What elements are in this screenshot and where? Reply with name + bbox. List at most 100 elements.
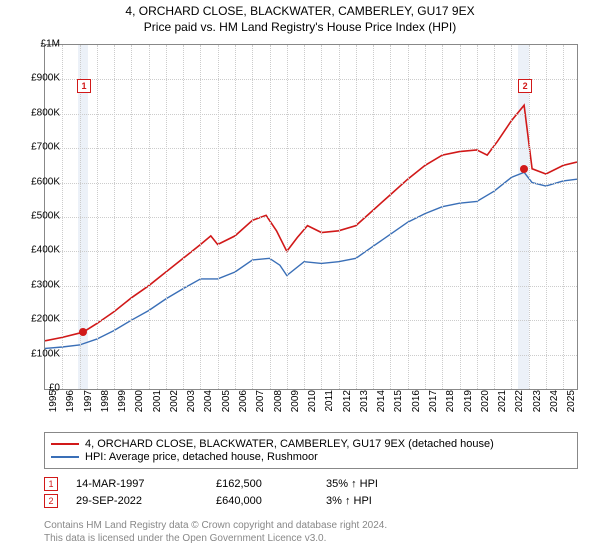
y-axis-label: £400K (16, 245, 60, 256)
legend-label-hpi: HPI: Average price, detached house, Rush… (85, 451, 318, 463)
gridline-vertical (270, 45, 271, 389)
gridline-vertical (166, 45, 167, 389)
x-axis-label: 1995 (48, 390, 59, 420)
transactions-table: 1 14-MAR-1997 £162,500 35% ↑ HPI 2 29-SE… (44, 474, 578, 511)
x-axis-label: 1999 (117, 390, 128, 420)
gridline-vertical (339, 45, 340, 389)
x-axis-label: 2016 (411, 390, 422, 420)
y-axis-label: £100K (16, 348, 60, 359)
chart-marker-box: 1 (77, 79, 91, 93)
chart-marker-box: 2 (518, 79, 532, 93)
gridline-horizontal (45, 286, 577, 287)
transaction-row-2: 2 29-SEP-2022 £640,000 3% ↑ HPI (44, 494, 578, 508)
transaction-delta-1: 35% ↑ HPI (326, 478, 406, 490)
title-subtitle: Price paid vs. HM Land Registry's House … (0, 20, 600, 34)
gridline-horizontal (45, 355, 577, 356)
x-axis-label: 2010 (307, 390, 318, 420)
gridline-vertical (304, 45, 305, 389)
gridline-vertical (114, 45, 115, 389)
transaction-dot (79, 328, 87, 336)
gridline-horizontal (45, 183, 577, 184)
x-axis-label: 2005 (221, 390, 232, 420)
gridline-vertical (183, 45, 184, 389)
x-axis-label: 2022 (514, 390, 525, 420)
gridline-vertical (529, 45, 530, 389)
y-axis-label: £800K (16, 107, 60, 118)
gridline-horizontal (45, 320, 577, 321)
transaction-row-1: 1 14-MAR-1997 £162,500 35% ↑ HPI (44, 477, 578, 491)
transaction-dot (520, 165, 528, 173)
x-axis-label: 1996 (65, 390, 76, 420)
x-axis-label: 2006 (238, 390, 249, 420)
footer-line-1: Contains HM Land Registry data © Crown c… (44, 520, 578, 533)
legend-label-property: 4, ORCHARD CLOSE, BLACKWATER, CAMBERLEY,… (85, 438, 494, 450)
x-axis-label: 2018 (445, 390, 456, 420)
x-axis-label: 2024 (549, 390, 560, 420)
legend-swatch-hpi (51, 456, 79, 458)
x-axis-label: 2001 (152, 390, 163, 420)
gridline-vertical (373, 45, 374, 389)
title-address: 4, ORCHARD CLOSE, BLACKWATER, CAMBERLEY,… (0, 4, 600, 18)
transaction-marker-2: 2 (44, 494, 58, 508)
gridline-vertical (356, 45, 357, 389)
y-axis-label: £300K (16, 279, 60, 290)
gridline-vertical (200, 45, 201, 389)
gridline-horizontal (45, 217, 577, 218)
gridline-vertical (218, 45, 219, 389)
legend-item-property: 4, ORCHARD CLOSE, BLACKWATER, CAMBERLEY,… (51, 438, 571, 450)
gridline-vertical (80, 45, 81, 389)
series-line-property (45, 105, 577, 341)
gridline-horizontal (45, 148, 577, 149)
legend-item-hpi: HPI: Average price, detached house, Rush… (51, 451, 571, 463)
x-axis-label: 2003 (186, 390, 197, 420)
gridline-vertical (511, 45, 512, 389)
x-axis-label: 2015 (393, 390, 404, 420)
x-axis-label: 2013 (359, 390, 370, 420)
x-axis-label: 2008 (273, 390, 284, 420)
x-axis-label: 2012 (342, 390, 353, 420)
gridline-vertical (149, 45, 150, 389)
legend-swatch-property (51, 443, 79, 445)
gridline-vertical (287, 45, 288, 389)
gridline-vertical (494, 45, 495, 389)
x-axis-label: 2002 (169, 390, 180, 420)
x-axis-label: 1998 (100, 390, 111, 420)
gridline-vertical (546, 45, 547, 389)
gridline-vertical (62, 45, 63, 389)
gridline-vertical (408, 45, 409, 389)
y-axis-label: £200K (16, 314, 60, 325)
chart-plot-area: 12 (44, 44, 578, 390)
x-axis-label: 2009 (290, 390, 301, 420)
x-axis-label: 2004 (203, 390, 214, 420)
y-axis-label: £1M (16, 39, 60, 50)
series-line-hpi (45, 172, 577, 348)
y-axis-label: £600K (16, 176, 60, 187)
gridline-vertical (235, 45, 236, 389)
x-axis-label: 2011 (324, 390, 335, 420)
gridline-vertical (252, 45, 253, 389)
y-axis-label: £500K (16, 211, 60, 222)
x-axis-label: 2023 (532, 390, 543, 420)
transaction-delta-2: 3% ↑ HPI (326, 495, 406, 507)
titles: 4, ORCHARD CLOSE, BLACKWATER, CAMBERLEY,… (0, 0, 600, 34)
transaction-date-2: 29-SEP-2022 (76, 495, 216, 507)
transaction-marker-1: 1 (44, 477, 58, 491)
gridline-vertical (442, 45, 443, 389)
footer-attribution: Contains HM Land Registry data © Crown c… (44, 520, 578, 545)
x-axis-label: 2014 (376, 390, 387, 420)
gridline-vertical (97, 45, 98, 389)
legend-box: 4, ORCHARD CLOSE, BLACKWATER, CAMBERLEY,… (44, 432, 578, 469)
gridline-vertical (460, 45, 461, 389)
x-axis-label: 2019 (463, 390, 474, 420)
gridline-vertical (477, 45, 478, 389)
x-axis-label: 1997 (83, 390, 94, 420)
gridline-horizontal (45, 251, 577, 252)
x-axis-label: 2007 (255, 390, 266, 420)
x-axis-label: 2017 (428, 390, 439, 420)
gridline-vertical (425, 45, 426, 389)
transaction-price-1: £162,500 (216, 478, 326, 490)
transaction-price-2: £640,000 (216, 495, 326, 507)
gridline-horizontal (45, 114, 577, 115)
x-axis-label: 2025 (566, 390, 577, 420)
gridline-vertical (390, 45, 391, 389)
